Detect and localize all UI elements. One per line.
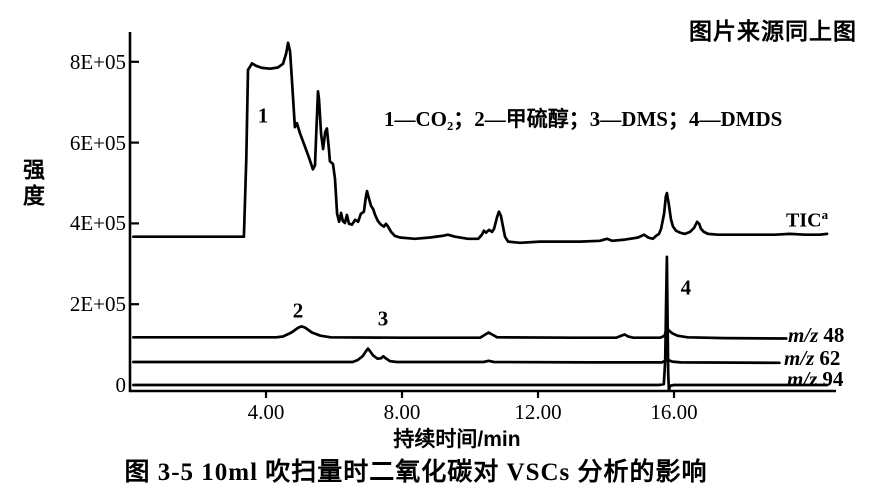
trace-label-mz62: m/z 62: [784, 345, 840, 371]
trace-label-mz62-mz: m/z: [784, 346, 815, 370]
trace-label-tic: TICa: [786, 202, 828, 234]
trace-label-mz94-mz: m/z: [787, 367, 818, 391]
y-tick-label: 0: [115, 373, 127, 397]
x-tick-label: 4.00: [247, 400, 285, 424]
trace-label-mz48-num: 48: [823, 323, 845, 347]
peak-legend: 1—CO₂；2—甲硫醇；3—DMS；4—DMDS: [384, 107, 783, 131]
peak-label-4: 4: [680, 275, 692, 300]
x-axis-title: 持续时间/min: [393, 428, 521, 451]
y-tick-label: 4E+05: [69, 211, 126, 236]
trace-label-mz94: m/z 94: [787, 366, 843, 392]
trace-m-z-48: [132, 325, 788, 340]
peak-label-1: 1: [257, 103, 269, 128]
trace-m-z-62: [132, 347, 781, 365]
trace-label-mz94-num: 94: [822, 367, 844, 391]
figure-caption: 图 3-5 10ml 吹扫量时二氧化碳对 VSCs 分析的影响: [124, 459, 708, 486]
x-tick-label: 16.00: [650, 400, 698, 424]
trace-m-z-94: [132, 255, 829, 393]
trace-label-tic-text: TIC: [786, 209, 822, 232]
trace-label-mz48: m/z 48: [788, 322, 844, 348]
x-tick-label: 12.00: [514, 400, 562, 424]
trace-tic: [132, 41, 829, 245]
y-tick-label: 6E+05: [69, 130, 126, 155]
trace-label-tic-superscript: a: [821, 207, 829, 222]
source-note: 图片来源同上图: [689, 18, 857, 44]
y-tick-label: 2E+05: [69, 292, 126, 317]
y-tick-label: 8E+05: [69, 49, 126, 74]
peak-label-3: 3: [377, 306, 389, 331]
y-axis-title: 强度: [20, 158, 45, 210]
trace-label-mz62-num: 62: [819, 346, 841, 370]
peak-label-2: 2: [292, 298, 304, 323]
x-tick-label: 8.00: [383, 400, 421, 424]
trace-label-mz48-mz: m/z: [788, 323, 819, 347]
